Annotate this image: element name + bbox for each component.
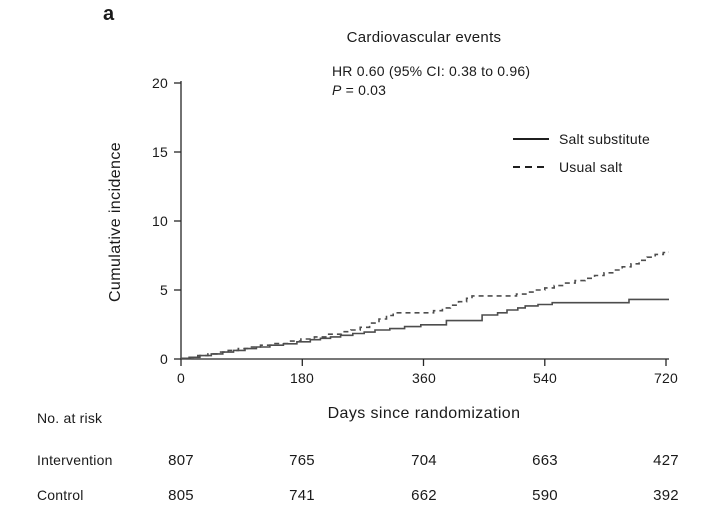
y-tick-label: 0 xyxy=(160,351,168,367)
risk-row-label-control: Control xyxy=(37,487,84,503)
legend-label-salt-substitute: Salt substitute xyxy=(559,131,650,147)
risk-value: 392 xyxy=(653,487,679,504)
x-tick-label: 0 xyxy=(177,370,185,386)
legend-dashed-line-icon xyxy=(513,166,549,168)
legend-label-usual-salt: Usual salt xyxy=(559,159,623,175)
risk-value: 741 xyxy=(289,487,315,504)
x-tick-label: 720 xyxy=(654,370,678,386)
risk-table-heading: No. at risk xyxy=(37,410,103,426)
chart-title: Cardiovascular events xyxy=(346,29,502,46)
salt-substitute-curve xyxy=(181,298,669,360)
risk-value: 427 xyxy=(653,452,679,469)
usual-salt-curve xyxy=(181,251,669,360)
x-axis-label: Days since randomization xyxy=(327,405,521,422)
x-tick-label: 360 xyxy=(412,370,436,386)
hr-annotation: HR 0.60 (95% CI: 0.38 to 0.96) xyxy=(332,63,531,79)
p-value-annotation: P = 0.03 xyxy=(332,82,386,98)
risk-row-label-intervention: Intervention xyxy=(37,452,113,468)
p-value-text: = 0.03 xyxy=(341,82,387,98)
risk-value: 704 xyxy=(411,452,437,469)
risk-value: 765 xyxy=(289,452,315,469)
y-tick-label: 20 xyxy=(152,75,168,91)
risk-value: 663 xyxy=(532,452,558,469)
risk-value: 805 xyxy=(168,487,194,504)
panel-label: a xyxy=(103,3,115,25)
risk-value: 807 xyxy=(168,452,194,469)
p-value-symbol: P xyxy=(332,82,342,98)
risk-value: 662 xyxy=(411,487,437,504)
y-tick-label: 10 xyxy=(152,213,168,229)
y-tick-label: 5 xyxy=(160,282,168,298)
legend-solid-line-icon xyxy=(513,138,549,140)
risk-value: 590 xyxy=(532,487,558,504)
y-tick-label: 15 xyxy=(152,144,168,160)
x-tick-label: 540 xyxy=(533,370,557,386)
x-tick-label: 180 xyxy=(290,370,314,386)
